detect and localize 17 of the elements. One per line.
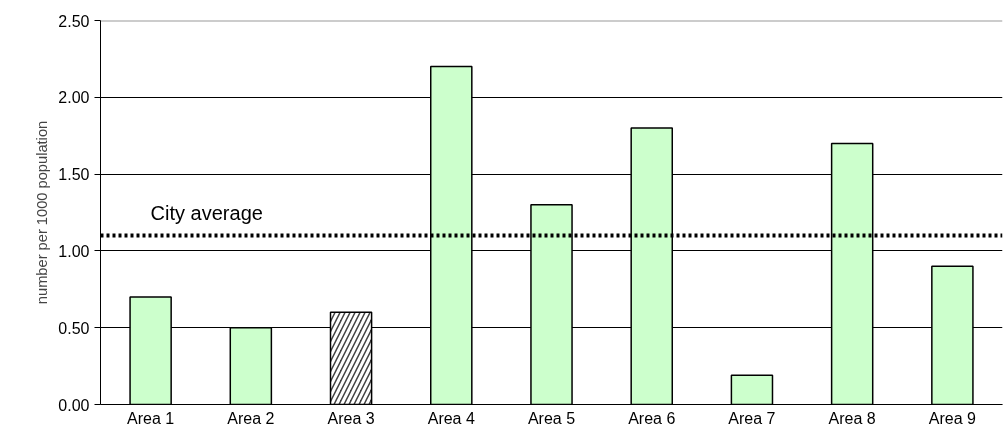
x-tick-label: Area 6 — [628, 409, 676, 427]
x-tick-label: Area 5 — [527, 409, 576, 427]
x-tick-label: Area 9 — [928, 409, 977, 427]
y-tick-label: 0.00 — [58, 396, 90, 414]
x-tick-label: Area 1 — [127, 409, 175, 427]
y-axis-title: number per 1000 population — [34, 120, 51, 305]
y-tick-label: 1.50 — [58, 166, 90, 184]
x-tick-label: Area 3 — [327, 409, 375, 427]
x-tick-label: Area 7 — [728, 409, 776, 427]
y-tick-label: 2.50 — [58, 12, 90, 30]
x-tick-label: Area 2 — [227, 409, 275, 427]
y-tick-label: 2.00 — [58, 89, 90, 107]
x-tick-label: Area 8 — [828, 409, 876, 427]
y-tick-label: 0.50 — [58, 319, 90, 337]
ref-line-label: City average — [150, 201, 263, 224]
y-tick-label: 1.00 — [58, 242, 90, 260]
x-tick-label: Area 4 — [427, 409, 475, 427]
